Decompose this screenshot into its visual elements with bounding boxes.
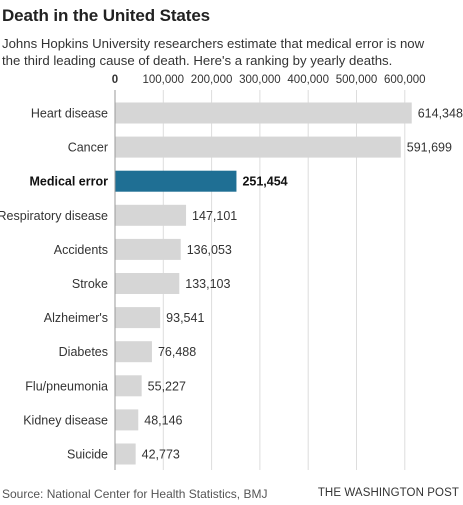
x-tick-label: 200,000 [191,74,233,86]
bar [115,204,187,226]
data-label: 48,146 [144,413,182,427]
data-label: 42,773 [142,448,180,462]
x-tick-label: 300,000 [239,74,281,86]
bar [115,375,142,397]
category-label: Medical error [29,175,108,189]
bar [115,409,139,431]
data-label: 133,103 [185,277,230,291]
category-label: Alzheimer's [44,311,108,325]
data-label: 147,101 [192,209,237,223]
bar [115,273,180,294]
x-tick-label: 0 [112,74,118,86]
bar [115,443,136,465]
x-tick-label: 400,000 [287,74,329,86]
category-label: Diabetes [59,345,108,359]
bar [115,341,152,363]
bar [115,170,237,192]
data-label: 251,454 [242,175,287,189]
data-label: 136,053 [187,243,232,257]
category-label: Accidents [54,243,108,257]
source-note: Source: National Center for Health Stati… [2,487,268,501]
category-label: Flu/pneumonia [25,379,108,393]
category-label: Respiratory disease [0,209,108,223]
x-tick-label: 600,000 [384,74,426,86]
category-label: Suicide [67,448,108,462]
data-label: 76,488 [158,345,196,359]
data-label: 614,348 [418,107,463,121]
category-label: Heart disease [31,107,108,121]
category-label: Cancer [68,141,108,155]
bar [115,102,412,124]
chart-title: Death in the United States [2,6,211,25]
data-label: 591,699 [407,141,452,155]
bar-chart: 0 100,000 200,000 300,000 400,000 500,000 600,… [0,74,463,470]
x-tick-label: 100,000 [143,74,185,86]
bar [115,238,181,260]
chart-subtitle: Johns Hopkins University researchers est… [2,36,425,68]
bar [115,136,401,158]
bar [115,307,161,329]
data-label: 55,227 [148,379,186,393]
category-label: Kidney disease [23,413,108,427]
category-label: Stroke [72,277,108,291]
x-tick-label: 500,000 [336,74,378,86]
publisher-credit: THE WASHINGTON POST [317,487,459,499]
data-label: 93,541 [166,311,204,325]
